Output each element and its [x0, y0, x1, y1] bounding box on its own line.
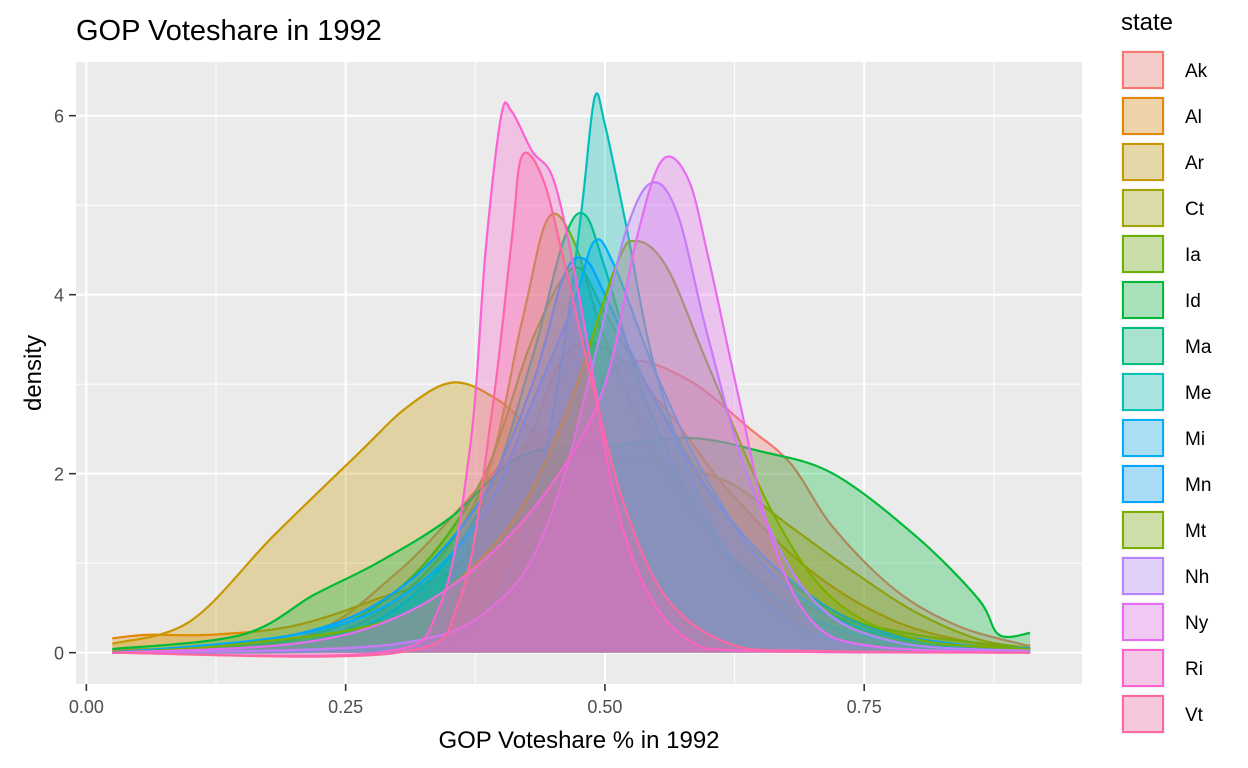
y-tick-label: 0 [54, 644, 64, 664]
legend-key-bg [1121, 50, 1165, 90]
density-line-nh [112, 181, 1031, 654]
chart-title: GOP Voteshare in 1992 [76, 15, 382, 47]
legend-label-mi: Mi [1185, 429, 1205, 450]
legend-swatch-ny [1122, 603, 1164, 641]
y-axis-title: density [20, 335, 47, 411]
density-area-ia [112, 267, 1031, 653]
axes: 0.00 0.25 0.50 0.75 0 2 4 6 [54, 107, 882, 717]
y-tick-label: 6 [54, 107, 64, 127]
legend-swatch-mi [1122, 419, 1164, 457]
density-area-al [112, 342, 1031, 653]
density-line-ak [112, 359, 1031, 652]
density-line-id [112, 436, 1031, 651]
legend-label-ar: Ar [1185, 153, 1205, 174]
density-line-ma [112, 211, 1031, 654]
legend-swatch-me [1122, 373, 1164, 411]
legend: state Ak Al Ar Ct Ia Id Ma Me Mi Mn Mt Nh Ny Ri Vt [1121, 9, 1212, 734]
density-area-ny [112, 156, 1031, 653]
legend-key-bg [1121, 556, 1165, 596]
density-line-ny [112, 155, 1031, 654]
legend-label-nh: Nh [1185, 567, 1209, 588]
x-tick-label: 0.00 [69, 697, 104, 717]
legend-swatch-ma [1122, 327, 1164, 365]
plot-panel [76, 62, 1082, 684]
legend-key-bg [1121, 234, 1165, 274]
x-tick-label: 0.75 [847, 697, 882, 717]
legend-swatch-al [1122, 97, 1164, 135]
density-area-ct [112, 213, 1031, 653]
legend-key-bg [1121, 648, 1165, 688]
x-tick-label: 0.50 [587, 697, 622, 717]
legend-label-mn: Mn [1185, 475, 1211, 496]
legend-key-bg [1121, 602, 1165, 642]
density-area-ri [112, 102, 1031, 656]
density-line-ar [111, 381, 1031, 650]
density-area-ma [112, 212, 1031, 653]
legend-label-ny: Ny [1185, 613, 1209, 634]
legend-title: state [1121, 9, 1173, 36]
density-line-al [112, 341, 1031, 651]
density-line-mn [112, 256, 1031, 654]
legend-swatch-ct [1122, 189, 1164, 227]
legend-label-vt: Vt [1185, 705, 1204, 726]
density-area-ak [112, 360, 1031, 653]
legend-label-ri: Ri [1185, 659, 1203, 680]
legend-swatch-mn [1122, 465, 1164, 503]
legend-key-bg [1121, 510, 1165, 550]
y-tick-label: 4 [54, 286, 64, 306]
legend-key-bg [1121, 142, 1165, 182]
legend-swatch-vt [1122, 695, 1164, 733]
legend-key-bg [1121, 188, 1165, 228]
legend-swatch-id [1122, 281, 1164, 319]
density-line-ia [112, 266, 1031, 654]
legend-label-ia: Ia [1185, 245, 1201, 266]
legend-label-mt: Mt [1185, 521, 1207, 542]
legend-swatch-nh [1122, 557, 1164, 595]
legend-key-bg [1121, 418, 1165, 458]
legend-swatch-ar [1122, 143, 1164, 181]
x-axis-title: GOP Voteshare % in 1992 [438, 727, 719, 754]
density-line-vt [112, 151, 1031, 658]
density-series [111, 92, 1031, 658]
x-tick-label: 0.25 [328, 697, 363, 717]
density-line-ri [112, 101, 1031, 658]
density-area-id [112, 437, 1031, 653]
legend-label-ct: Ct [1185, 199, 1205, 220]
density-area-me [112, 93, 1031, 653]
legend-swatch-ri [1122, 649, 1164, 687]
density-line-ct [112, 212, 1031, 654]
legend-label-ak: Ak [1185, 61, 1208, 82]
legend-key-bg [1121, 464, 1165, 504]
legend-swatch-ak [1122, 51, 1164, 89]
legend-label-me: Me [1185, 383, 1211, 404]
legend-key-bg [1121, 372, 1165, 412]
legend-swatch-mt [1122, 511, 1164, 549]
legend-key-bg [1121, 96, 1165, 136]
density-area-vt [112, 152, 1031, 657]
legend-key-bg [1121, 694, 1165, 734]
legend-label-ma: Ma [1185, 337, 1212, 358]
legend-key-bg [1121, 280, 1165, 320]
legend-label-id: Id [1185, 291, 1201, 312]
legend-label-al: Al [1185, 107, 1202, 128]
legend-key-bg [1121, 326, 1165, 366]
density-area-nh [112, 182, 1031, 653]
legend-swatch-ia [1122, 235, 1164, 273]
y-tick-label: 2 [54, 465, 64, 485]
